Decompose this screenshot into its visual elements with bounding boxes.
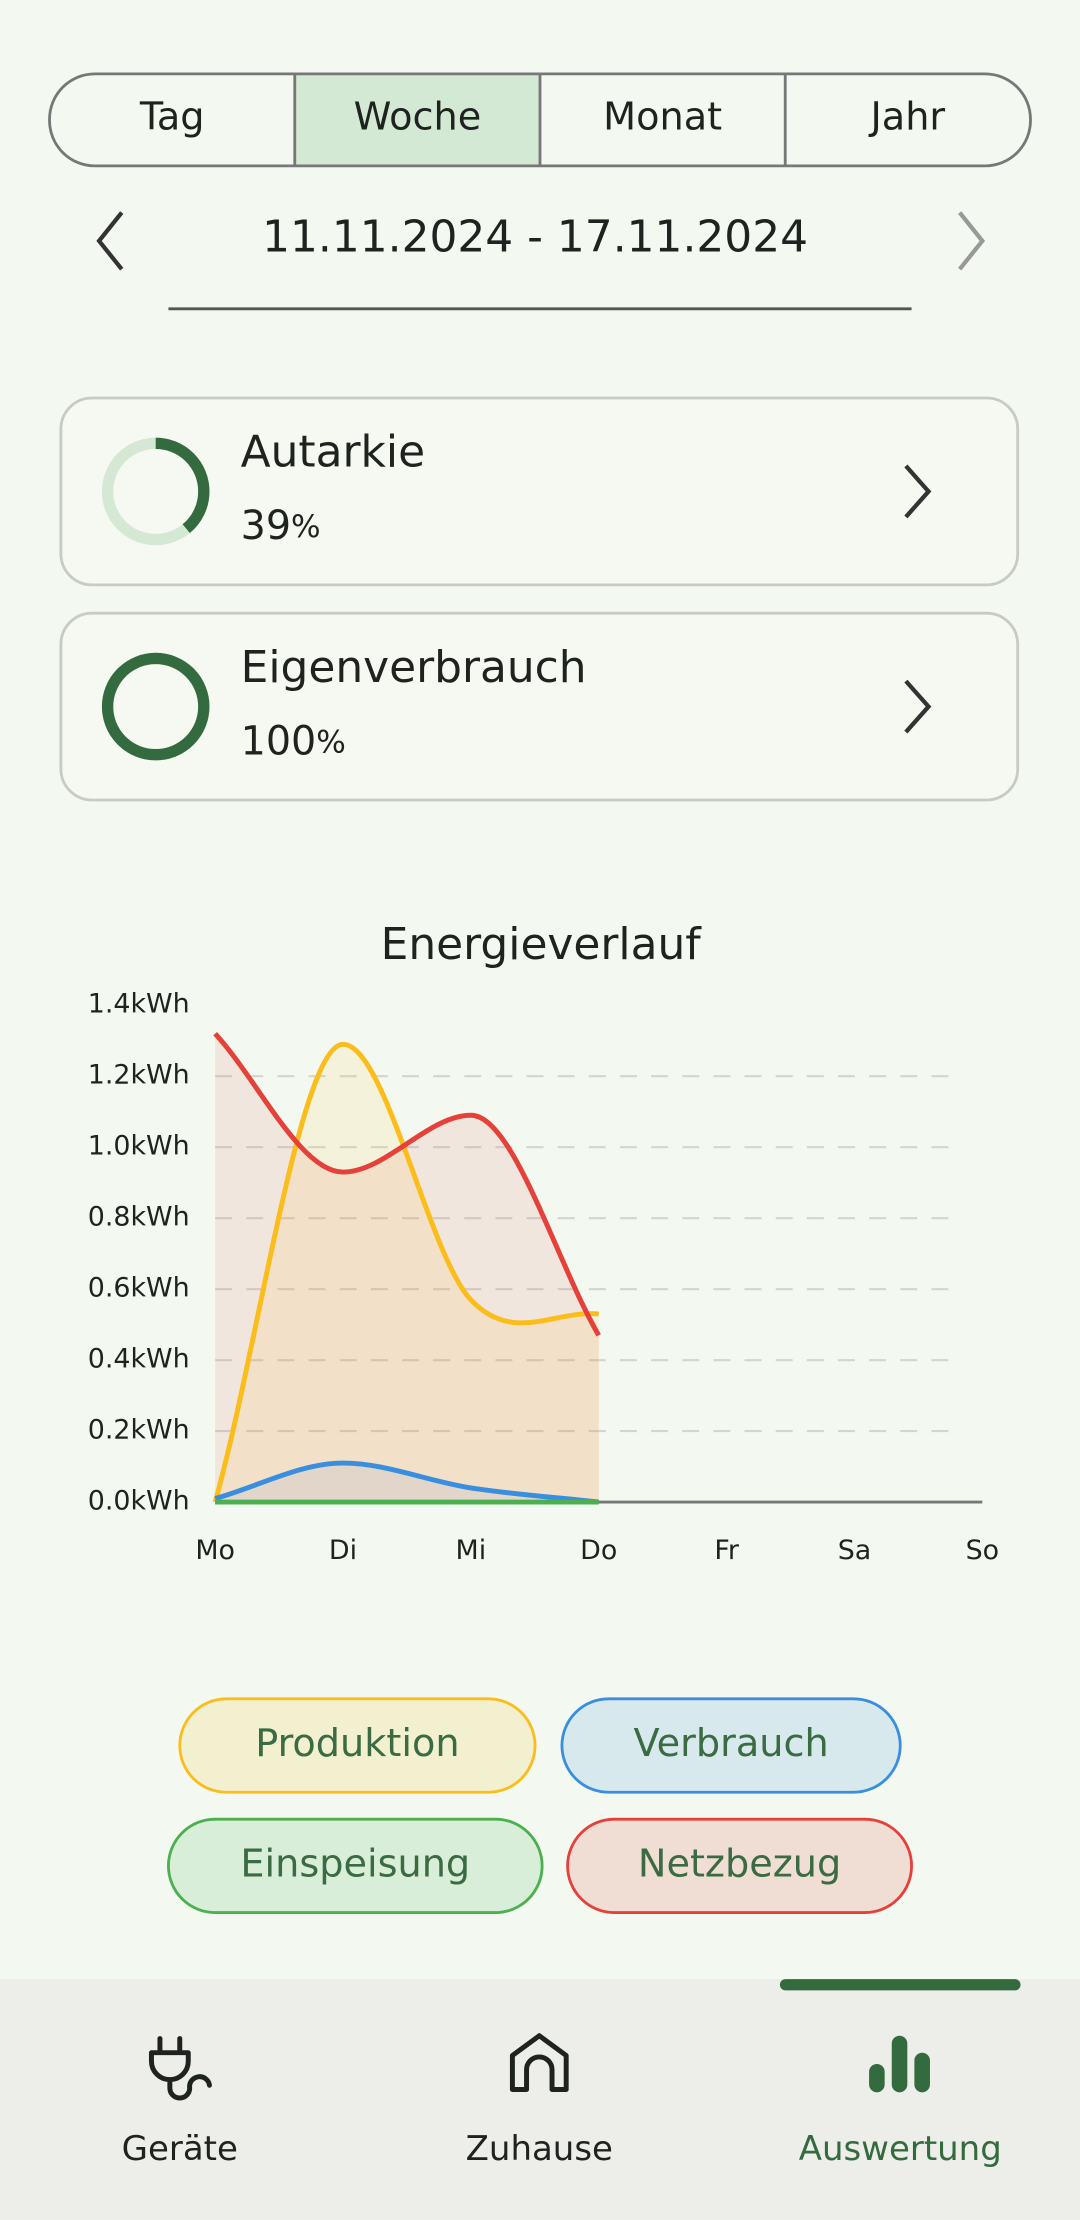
prev-button[interactable] — [96, 211, 124, 271]
y-tick-label: 0.0kWh — [88, 1486, 190, 1517]
icon-plug — [148, 2036, 212, 2101]
nav-indicator — [779, 1979, 1021, 1991]
card-value: 39 — [241, 503, 291, 549]
x-tick-label: Di — [329, 1535, 357, 1566]
next-button[interactable] — [958, 211, 986, 271]
chart-title: Energieverlauf — [381, 919, 703, 970]
legend-pill[interactable] — [560, 1697, 902, 1794]
nav-items: Geräte Zuhause Auswertung — [122, 1979, 1021, 2169]
y-tick-label: 0.2kWh — [88, 1415, 190, 1446]
nav-label[interactable]: Auswertung — [799, 2129, 1002, 2169]
x-tick-label: Mi — [456, 1535, 487, 1566]
legend-label[interactable]: Produktion — [255, 1722, 459, 1766]
y-tick-label: 1.2kWh — [88, 1060, 190, 1091]
card-value-text: 39% — [241, 503, 321, 549]
x-tick-label: So — [966, 1535, 1000, 1566]
ring-value — [101, 652, 210, 761]
icon-chart — [869, 2035, 930, 2093]
series-line — [214, 1460, 600, 1505]
icon-home — [509, 2033, 569, 2092]
legend-pill[interactable] — [178, 1697, 537, 1794]
tab-active-bg — [294, 73, 540, 166]
legend-label[interactable]: Verbrauch — [633, 1722, 828, 1766]
x-tick-label: Sa — [838, 1535, 872, 1566]
legend-pill[interactable] — [566, 1817, 913, 1914]
legend: Produktion Verbrauch Einspeisung Netzbezug — [167, 1697, 913, 1914]
bottom-nav — [0, 1979, 1080, 2220]
card-unit: % — [291, 509, 321, 545]
legend-label[interactable]: Netzbezug — [638, 1842, 841, 1886]
chart: 0.0kWh 0.2kWh 0.4kWh 0.6kWh 0.8kWh 1.0kWh 1.2k… — [88, 989, 999, 1566]
series-line — [212, 1041, 600, 1503]
legend-pill[interactable] — [167, 1817, 544, 1914]
y-tick-label: 0.6kWh — [88, 1273, 190, 1304]
tab-label[interactable]: Woche — [354, 96, 482, 140]
tab-outline — [48, 72, 1032, 168]
card[interactable] — [59, 611, 1020, 802]
x-tick-label: Fr — [714, 1535, 740, 1566]
date-range: 11.11.2024 - 17.11.2024 — [262, 211, 808, 262]
card-value: 100 — [241, 718, 317, 764]
nav-label[interactable]: Zuhause — [466, 2129, 613, 2169]
card-chevron — [904, 679, 932, 734]
card-title: Eigenverbrauch — [241, 642, 587, 693]
card-unit: % — [316, 724, 346, 760]
nav-label[interactable]: Geräte — [122, 2129, 238, 2169]
y-tick-label: 1.4kWh — [88, 989, 190, 1020]
series-area — [215, 1033, 599, 1503]
x-tick-label: Do — [580, 1535, 617, 1566]
series-line — [213, 1031, 601, 1337]
cards: Autarkie 39% Eigenverbrauch 100% — [59, 396, 1020, 802]
y-tick-label: 1.0kWh — [88, 1131, 190, 1162]
ring-value — [101, 437, 210, 546]
y-tick-label: 0.8kWh — [88, 1202, 190, 1233]
tab-bar: Tag Woche Monat Jahr — [48, 72, 1032, 168]
tab-label[interactable]: Jahr — [869, 96, 946, 140]
tab-label[interactable]: Monat — [603, 96, 722, 140]
legend-label[interactable]: Einspeisung — [240, 1842, 470, 1886]
card-value-text: 100% — [241, 718, 346, 764]
card-title: Autarkie — [241, 427, 425, 478]
x-tick-label: Mo — [195, 1535, 235, 1566]
tab-label[interactable]: Tag — [139, 96, 205, 140]
card[interactable] — [59, 396, 1020, 587]
card-chevron — [904, 464, 932, 519]
y-tick-label: 0.4kWh — [88, 1344, 190, 1375]
